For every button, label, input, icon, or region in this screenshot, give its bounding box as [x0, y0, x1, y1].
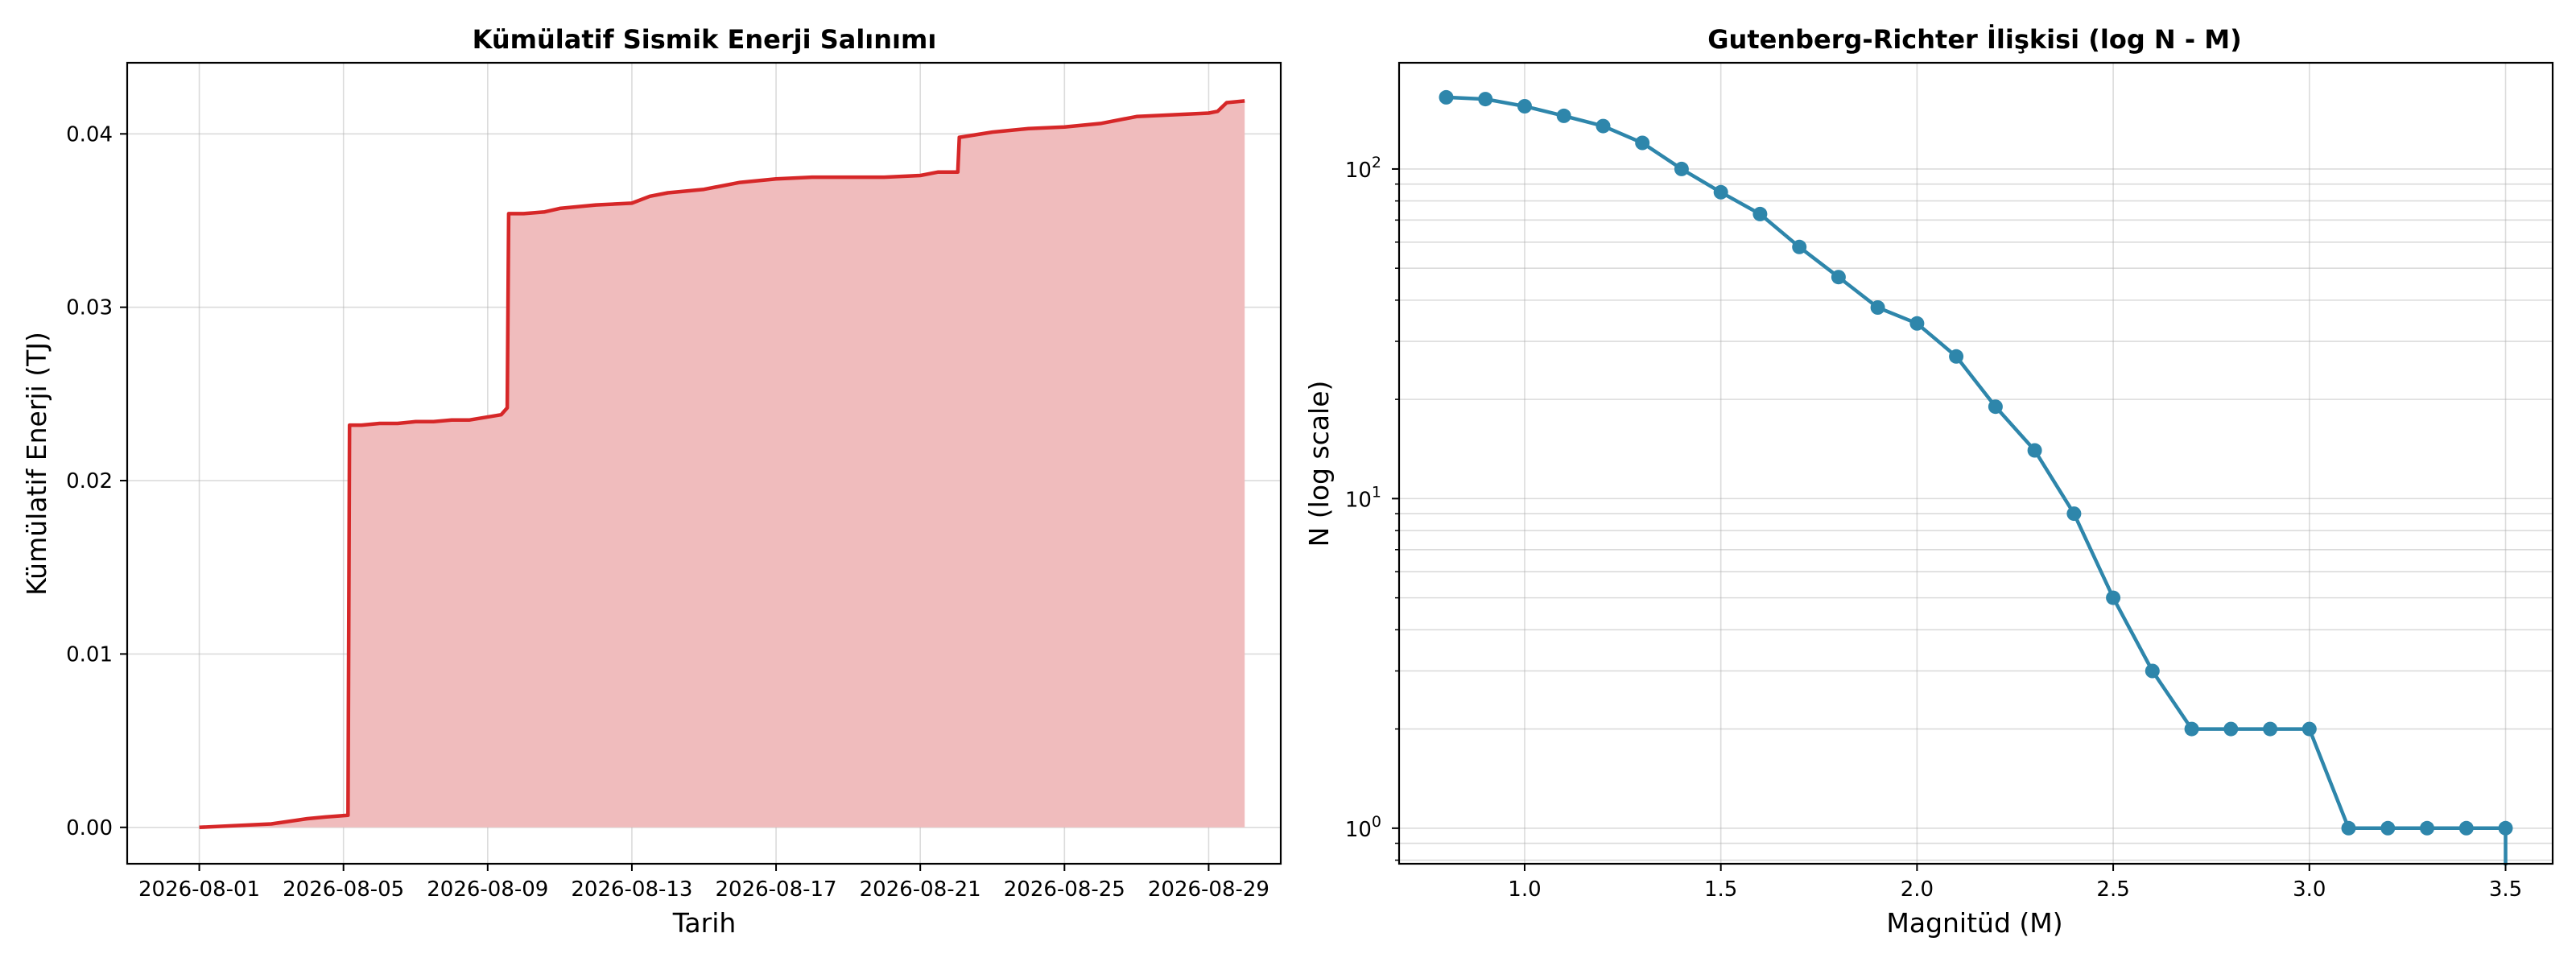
left-chart-title: Kümülatif Sismik Enerji Salınımı	[473, 24, 937, 55]
left-x-axis-label: Tarih	[672, 907, 737, 939]
gr-data-point	[2027, 443, 2042, 458]
right-chart-title: Gutenberg-Richter İlişkisi (log N - M)	[1707, 24, 2241, 55]
gr-series-line	[1446, 95, 2508, 865]
right-x-axis-label: Magnitüd (M)	[1886, 907, 2062, 939]
right-axis-ticks: 100 101 102 1.0 1.5 2.0 2.5 3.0 3.5	[1345, 154, 2522, 902]
gr-data-point	[2106, 590, 2121, 605]
right-y-tick-label: 101	[1345, 483, 1381, 512]
left-x-tick-label: 2026-08-25	[1004, 877, 1125, 902]
gr-data-point	[2184, 721, 2199, 737]
right-y-axis-label: N (log scale)	[1303, 381, 1335, 547]
gr-data-point	[2223, 721, 2239, 737]
right-y-tick-label: 100	[1345, 813, 1381, 842]
left-x-tick-label: 2026-08-17	[716, 877, 837, 902]
gr-data-point	[1713, 184, 1728, 200]
gr-data-point	[1674, 161, 1689, 176]
gr-data-point	[2341, 820, 2356, 836]
gr-data-point	[1517, 99, 1532, 114]
gr-data-point	[2145, 663, 2160, 679]
right-x-tick-label: 2.0	[1901, 877, 1934, 902]
right-x-tick-label: 3.5	[2489, 877, 2522, 902]
gr-data-point	[2420, 820, 2434, 836]
gr-data-point	[1909, 316, 1925, 331]
gr-data-point	[1831, 270, 1846, 285]
gr-data-point	[1988, 399, 2003, 415]
gr-data-point	[2263, 721, 2278, 737]
right-x-tick-label: 3.0	[2293, 877, 2326, 902]
right-grid	[1399, 63, 2553, 864]
energy-series-line	[199, 99, 1245, 830]
right-x-tick-label: 2.5	[2096, 877, 2129, 902]
gr-data-point	[2301, 721, 2317, 737]
left-x-tick-label: 2026-08-29	[1148, 877, 1269, 902]
gr-data-point	[2380, 820, 2396, 836]
left-y-tick-label: 0.01	[66, 642, 113, 667]
gr-data-point	[1635, 135, 1650, 151]
gr-data-point	[2498, 820, 2513, 836]
right-y-tick-label: 102	[1345, 154, 1381, 183]
left-y-tick-label: 0.03	[66, 296, 113, 320]
left-y-axis-label: Kümülatif Enerji (TJ)	[21, 332, 52, 596]
left-x-tick-label: 2026-08-21	[860, 877, 981, 902]
gr-data-point	[2458, 820, 2474, 836]
gr-data-point	[1556, 108, 1571, 123]
gr-data-point	[1949, 349, 1964, 364]
gr-data-point	[1792, 239, 1807, 254]
right-x-tick-label: 1.0	[1508, 877, 1541, 902]
cumulative-energy-chart: Kümülatif Sismik Enerji Salınımı 2026-08…	[21, 24, 1282, 939]
right-plot-frame	[1397, 61, 2554, 865]
gutenberg-richter-chart: Gutenberg-Richter İlişkisi (log N - M) 1…	[1303, 24, 2554, 939]
gr-data-point	[1870, 300, 1885, 315]
energy-area-fill	[199, 101, 1245, 828]
left-x-tick-label: 2026-08-05	[283, 877, 404, 902]
gr-data-point	[1439, 89, 1454, 105]
left-x-tick-label: 2026-08-01	[138, 877, 260, 902]
left-y-tick-label: 0.04	[66, 122, 113, 147]
left-x-tick-label: 2026-08-13	[571, 877, 692, 902]
left-axis-ticks: 2026-08-01 2026-08-05 2026-08-09 2026-08-13…	[66, 122, 1269, 902]
gr-series-points	[1439, 89, 2513, 836]
gr-data-point	[1752, 206, 1768, 221]
left-y-tick-label: 0.02	[66, 469, 113, 493]
gr-data-point	[2066, 506, 2082, 522]
left-y-tick-label: 0.00	[66, 816, 113, 840]
gr-data-point	[1478, 92, 1493, 107]
left-plot-frame	[126, 61, 1282, 865]
gr-data-point	[1596, 118, 1611, 134]
left-x-tick-label: 2026-08-09	[427, 877, 548, 902]
right-x-tick-label: 1.5	[1704, 877, 1737, 902]
